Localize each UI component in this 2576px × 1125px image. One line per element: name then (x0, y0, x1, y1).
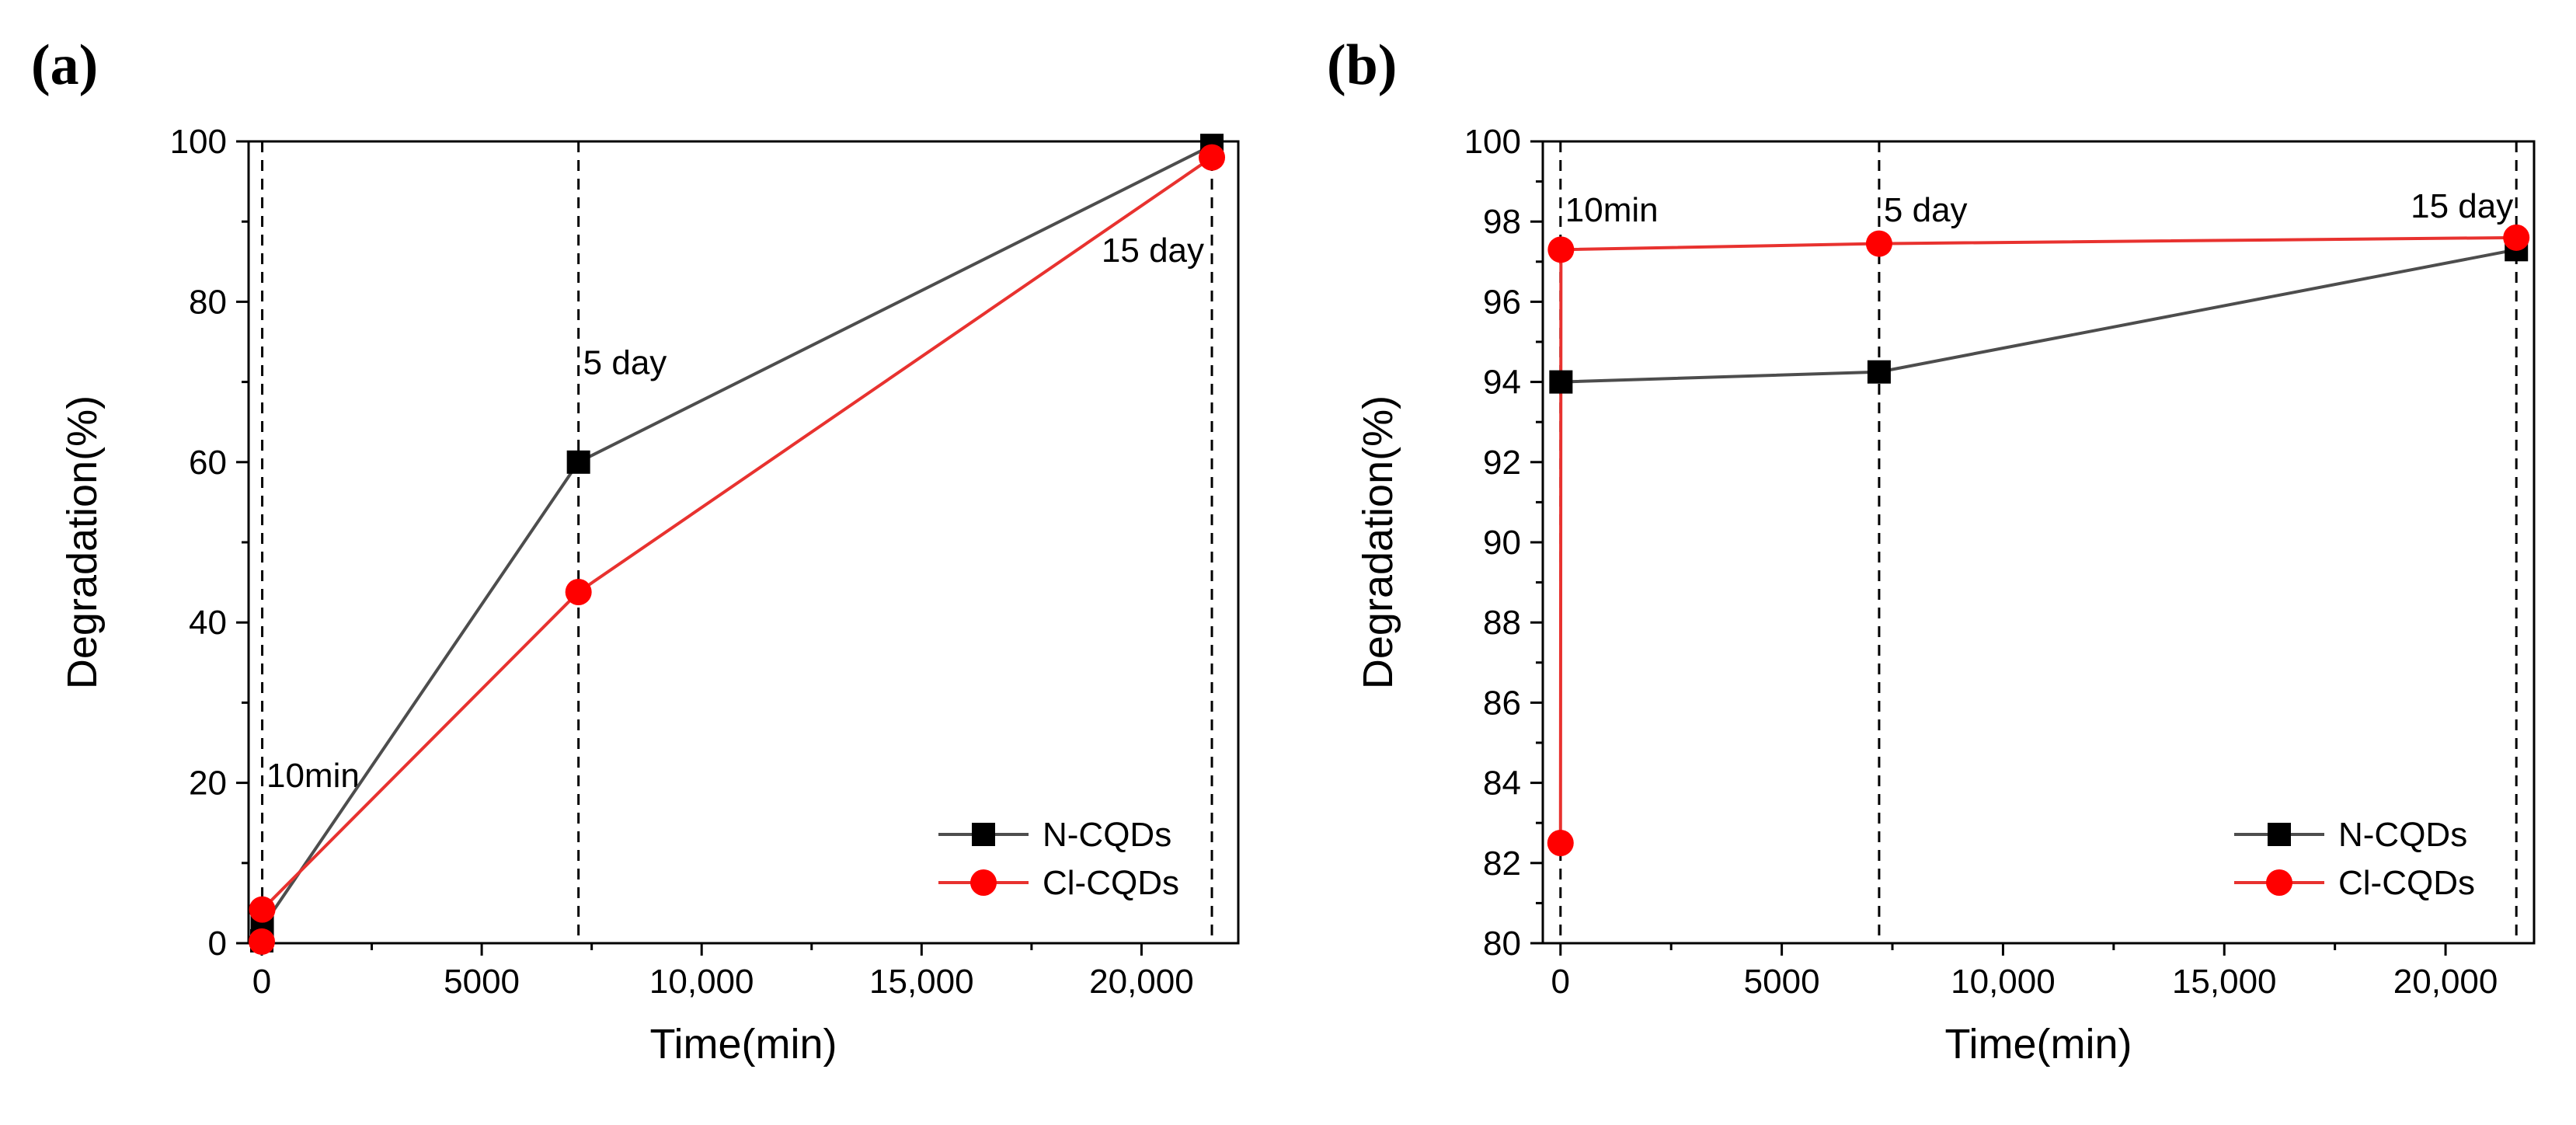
legend-label: N-CQDs (1043, 816, 1171, 854)
panel-label-a: (a) (31, 33, 98, 97)
data-point-n-cqds (566, 450, 590, 474)
y-axis-title: Degradation(%) (59, 395, 106, 689)
data-point-cl-cqds (249, 896, 276, 923)
chart-panel-b: 80 82 84 86 88 90 92 94 96 98 100 0 5000 10,000 15,000… (1355, 123, 2536, 1068)
y-tick-label: 80 (189, 283, 227, 321)
x-tick-label: 20,000 (1089, 963, 1194, 1001)
data-point-cl-cqds (1547, 236, 1575, 263)
y-tick-label: 92 (1483, 444, 1521, 482)
y-tick-label: 88 (1483, 604, 1521, 642)
legend-marker-circle (2266, 869, 2292, 896)
y-tick-label: 100 (170, 123, 227, 161)
annotation-label: 5 day (1884, 191, 1968, 229)
legend-label: N-CQDs (2338, 816, 2467, 854)
y-tick-label: 80 (1483, 925, 1521, 963)
y-axis-title: Degradation(%) (1355, 395, 1401, 689)
annotation-label: 15 day (1102, 232, 1204, 270)
data-point-cl-cqds (1199, 144, 1226, 171)
x-tick-label: 0 (1551, 963, 1570, 1001)
y-tick-label: 20 (189, 765, 227, 803)
annotation-label: 10min (1565, 191, 1659, 229)
y-tick-label: 0 (208, 925, 227, 963)
x-tick-label: 15,000 (2172, 963, 2277, 1001)
chart-panel-a: 0 20 40 60 80 100 0 5000 10,000 15,000 20,000 Time(… (59, 123, 1240, 1068)
legend-marker-square (972, 823, 995, 846)
y-tick-label: 90 (1483, 524, 1521, 562)
data-point-cl-cqds (565, 578, 592, 605)
data-point-cl-cqds (1547, 830, 1574, 856)
x-tick-label: 15,000 (869, 963, 974, 1001)
x-axis-title: Time(min) (650, 1021, 837, 1068)
annotation-label: 15 day (2411, 187, 2513, 225)
panel-label-b: (b) (1327, 33, 1397, 97)
data-point-cl-cqds (248, 928, 275, 955)
x-tick-label: 10,000 (649, 963, 754, 1001)
legend-marker-circle (970, 869, 997, 896)
y-tick-label: 86 (1483, 684, 1521, 722)
y-tick-label: 82 (1483, 845, 1521, 883)
data-point-cl-cqds (2503, 224, 2530, 251)
data-point-n-cqds (1867, 360, 1891, 384)
annotation-label: 10min (266, 757, 360, 795)
x-tick-label: 5000 (444, 963, 520, 1001)
x-tick-label: 0 (252, 963, 271, 1001)
x-tick-label: 10,000 (1951, 963, 2056, 1001)
legend-label: Cl-CQDs (2338, 864, 2475, 902)
y-tick-label: 40 (189, 604, 227, 642)
y-tick-label: 100 (1464, 123, 1521, 161)
y-tick-label: 60 (189, 444, 227, 482)
legend-marker-square (2268, 823, 2291, 846)
series-line-cl-cqds (1558, 235, 2517, 844)
legend: N-CQDs Cl-CQDs (2234, 816, 2475, 902)
x-axis-title: Time(min) (1945, 1021, 2132, 1068)
y-tick-label: 96 (1483, 283, 1521, 321)
y-tick-label: 84 (1483, 765, 1521, 803)
data-point-n-cqds (1549, 370, 1573, 394)
legend: N-CQDs Cl-CQDs (938, 816, 1179, 902)
series-line-n-cqds (1561, 248, 2517, 384)
x-tick-label: 20,000 (2393, 963, 2498, 1001)
x-tick-label: 5000 (1744, 963, 1820, 1001)
y-tick-label: 94 (1483, 364, 1521, 402)
annotation-label: 5 day (583, 343, 667, 381)
y-tick-label: 98 (1483, 203, 1521, 241)
legend-label: Cl-CQDs (1043, 864, 1179, 902)
data-point-cl-cqds (1865, 230, 1892, 257)
